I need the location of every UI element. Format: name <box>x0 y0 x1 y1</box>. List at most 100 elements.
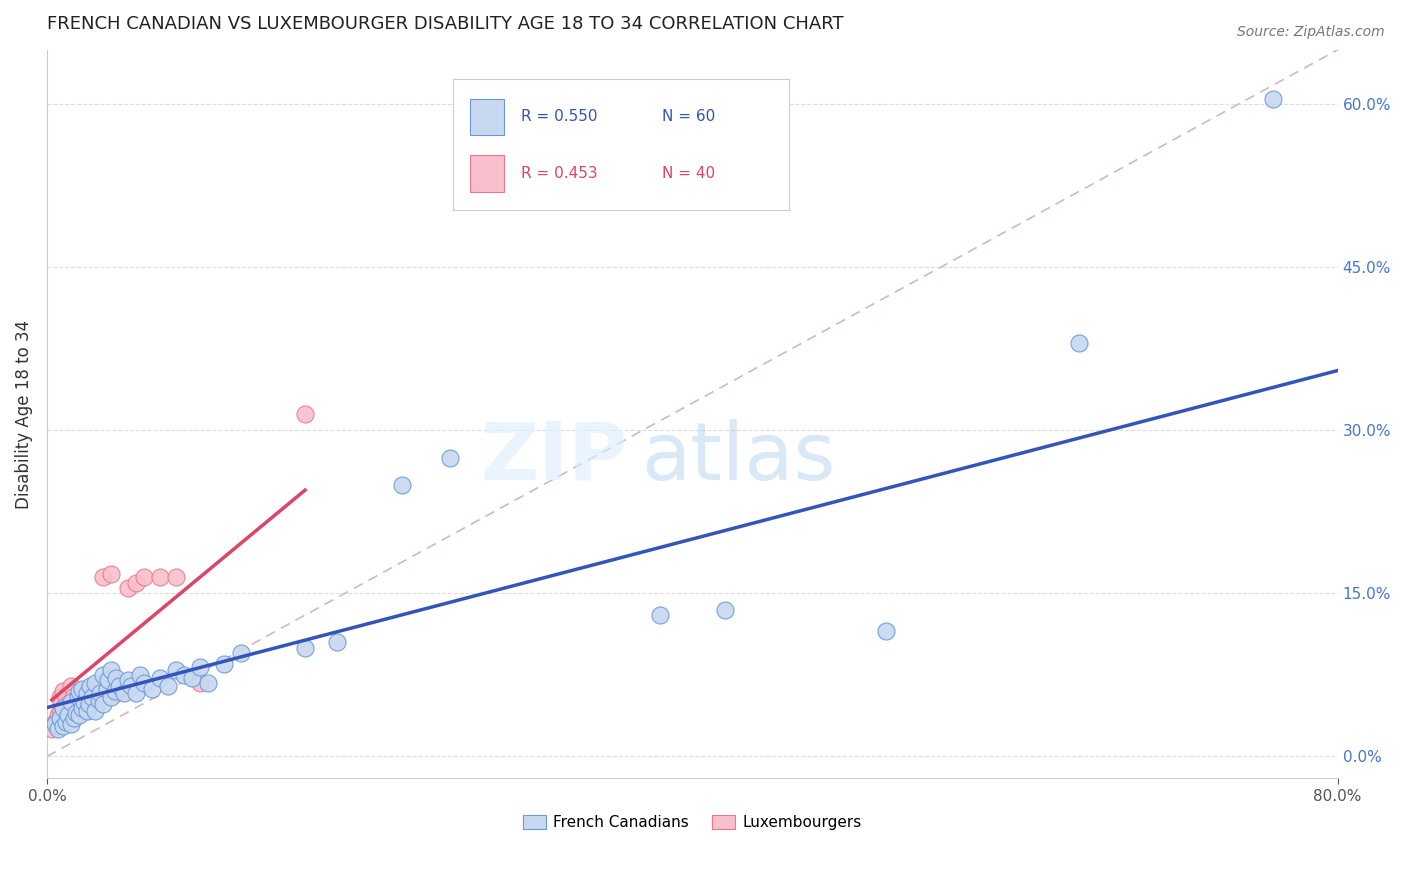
Text: FRENCH CANADIAN VS LUXEMBOURGER DISABILITY AGE 18 TO 34 CORRELATION CHART: FRENCH CANADIAN VS LUXEMBOURGER DISABILI… <box>46 15 844 33</box>
Point <box>76 686 98 700</box>
Point <box>56 708 79 723</box>
Point <box>120 679 142 693</box>
Point <box>173 668 195 682</box>
Point <box>294 407 316 421</box>
Point <box>97 684 120 698</box>
Point <box>58 708 80 723</box>
Point <box>52 711 75 725</box>
Point <box>439 450 461 465</box>
Point <box>132 675 155 690</box>
Point <box>124 575 146 590</box>
Point <box>188 675 211 690</box>
Point <box>80 682 103 697</box>
Point <box>55 711 77 725</box>
Point <box>104 684 127 698</box>
Point <box>55 690 77 704</box>
Point <box>97 673 120 688</box>
Point <box>132 570 155 584</box>
Point <box>65 706 87 720</box>
Point <box>181 671 204 685</box>
Point <box>49 704 72 718</box>
Point <box>67 700 90 714</box>
Point <box>63 711 86 725</box>
Point <box>46 723 69 737</box>
Point <box>87 679 110 693</box>
Point <box>96 682 118 697</box>
Point <box>93 698 115 712</box>
Point <box>63 698 86 712</box>
Point <box>93 668 115 682</box>
Point <box>67 684 90 698</box>
Point <box>65 708 87 723</box>
Point <box>875 624 897 639</box>
Point <box>75 704 97 718</box>
Text: Source: ZipAtlas.com: Source: ZipAtlas.com <box>1237 25 1385 39</box>
Point <box>84 690 107 704</box>
Point <box>93 570 115 584</box>
Point <box>72 682 94 697</box>
Text: atlas: atlas <box>641 418 835 497</box>
Point <box>229 646 252 660</box>
Point <box>60 717 83 731</box>
Point <box>156 679 179 693</box>
Point <box>79 679 101 693</box>
Point <box>149 570 172 584</box>
Point <box>51 698 73 712</box>
Point <box>77 698 100 712</box>
Point <box>391 477 413 491</box>
Point <box>214 657 236 671</box>
Point <box>60 679 83 693</box>
Point <box>141 682 163 697</box>
Point <box>52 700 75 714</box>
Point <box>105 671 128 685</box>
Point <box>60 695 83 709</box>
Point <box>112 686 135 700</box>
Point <box>72 700 94 714</box>
Point <box>84 675 107 690</box>
Point <box>713 603 735 617</box>
Point <box>67 708 90 723</box>
Point <box>46 708 69 723</box>
Point <box>60 704 83 718</box>
Point <box>108 679 131 693</box>
Point <box>55 714 77 729</box>
Point <box>44 717 66 731</box>
Point <box>66 693 89 707</box>
Point <box>100 663 122 677</box>
Point <box>105 686 128 700</box>
Point <box>124 686 146 700</box>
Point <box>77 698 100 712</box>
Point <box>44 714 66 729</box>
Point <box>52 684 75 698</box>
Point <box>49 690 72 704</box>
Point <box>129 668 152 682</box>
Point <box>80 690 103 704</box>
Point <box>41 723 63 737</box>
Legend: French Canadians, Luxembourgers: French Canadians, Luxembourgers <box>516 809 868 836</box>
Point <box>89 686 111 700</box>
Point <box>100 566 122 581</box>
Point <box>45 719 67 733</box>
Y-axis label: Disability Age 18 to 34: Disability Age 18 to 34 <box>15 319 32 508</box>
Point <box>49 711 72 725</box>
Point <box>56 698 79 712</box>
Point <box>53 704 76 718</box>
Point <box>1261 92 1284 106</box>
Point <box>165 570 187 584</box>
Point <box>66 690 89 704</box>
Point <box>87 693 110 707</box>
Point <box>1069 336 1091 351</box>
Point <box>100 690 122 704</box>
Point <box>294 640 316 655</box>
Point <box>149 671 172 685</box>
Text: ZIP: ZIP <box>481 418 627 497</box>
Point <box>76 704 98 718</box>
Point <box>648 608 671 623</box>
Point <box>188 660 211 674</box>
Point <box>326 635 349 649</box>
Point <box>72 690 94 704</box>
Point <box>69 684 91 698</box>
Point <box>52 719 75 733</box>
Point <box>76 686 98 700</box>
Point <box>197 675 219 690</box>
